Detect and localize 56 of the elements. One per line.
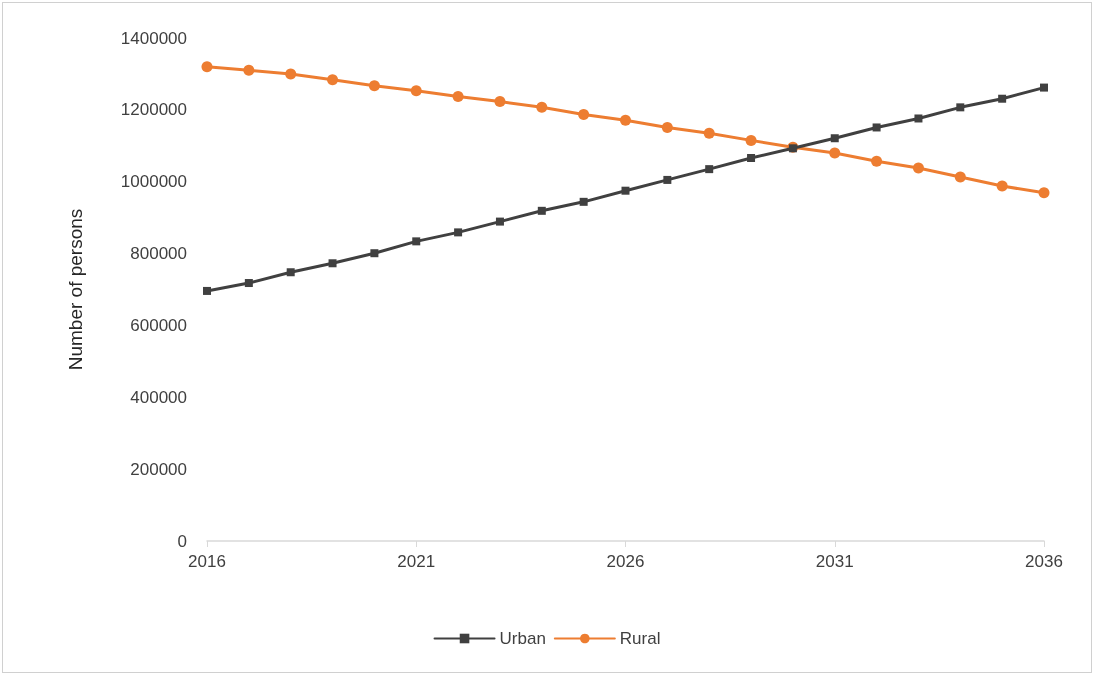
point (243, 64, 255, 76)
point (620, 114, 631, 126)
point (830, 134, 839, 143)
y-tick-label: 600000 (130, 315, 187, 335)
point (621, 186, 630, 195)
point (661, 121, 673, 133)
point (412, 237, 421, 246)
point (871, 155, 883, 167)
point (201, 61, 213, 73)
legend-label: Urban (499, 629, 546, 648)
y-tick-label: 0 (177, 531, 187, 551)
point (705, 165, 714, 174)
point (996, 180, 1008, 192)
point (998, 94, 1007, 103)
point (745, 134, 757, 146)
point (829, 147, 841, 159)
point (703, 127, 715, 139)
legend-label: Rural (619, 629, 661, 648)
x-tick-label: 2021 (397, 552, 436, 571)
y-tick-label: 1000000 (120, 172, 187, 192)
point (536, 101, 548, 113)
point (1040, 83, 1048, 92)
point (1038, 187, 1050, 199)
y-tick-label: 1400000 (120, 28, 187, 48)
point (244, 279, 253, 288)
point (495, 217, 504, 226)
point (370, 249, 379, 258)
x-tick-label: 2031 (815, 552, 854, 571)
point (914, 114, 923, 123)
point (912, 162, 924, 174)
point (203, 286, 211, 295)
point (956, 103, 965, 112)
point (954, 171, 966, 183)
point (579, 197, 588, 206)
point (537, 206, 546, 215)
point (285, 68, 297, 80)
point (747, 154, 756, 162)
point (872, 123, 881, 132)
x-tick-label: 2016 (188, 552, 226, 571)
point (327, 74, 339, 86)
x-tick-label: 2036 (1025, 552, 1063, 571)
point (454, 228, 463, 237)
point (410, 85, 422, 97)
point (368, 80, 380, 92)
y-axis-title: Number of persons (65, 208, 86, 371)
y-tick-label: 400000 (130, 387, 187, 407)
point (328, 259, 337, 268)
y-tick-label: 800000 (130, 244, 187, 264)
point (494, 96, 506, 108)
point (578, 109, 590, 121)
x-tick-label: 2026 (606, 552, 645, 571)
point (452, 91, 464, 103)
y-tick-label: 200000 (130, 459, 187, 479)
y-tick-label: 1200000 (120, 100, 187, 120)
point (663, 175, 672, 184)
point (286, 268, 295, 277)
